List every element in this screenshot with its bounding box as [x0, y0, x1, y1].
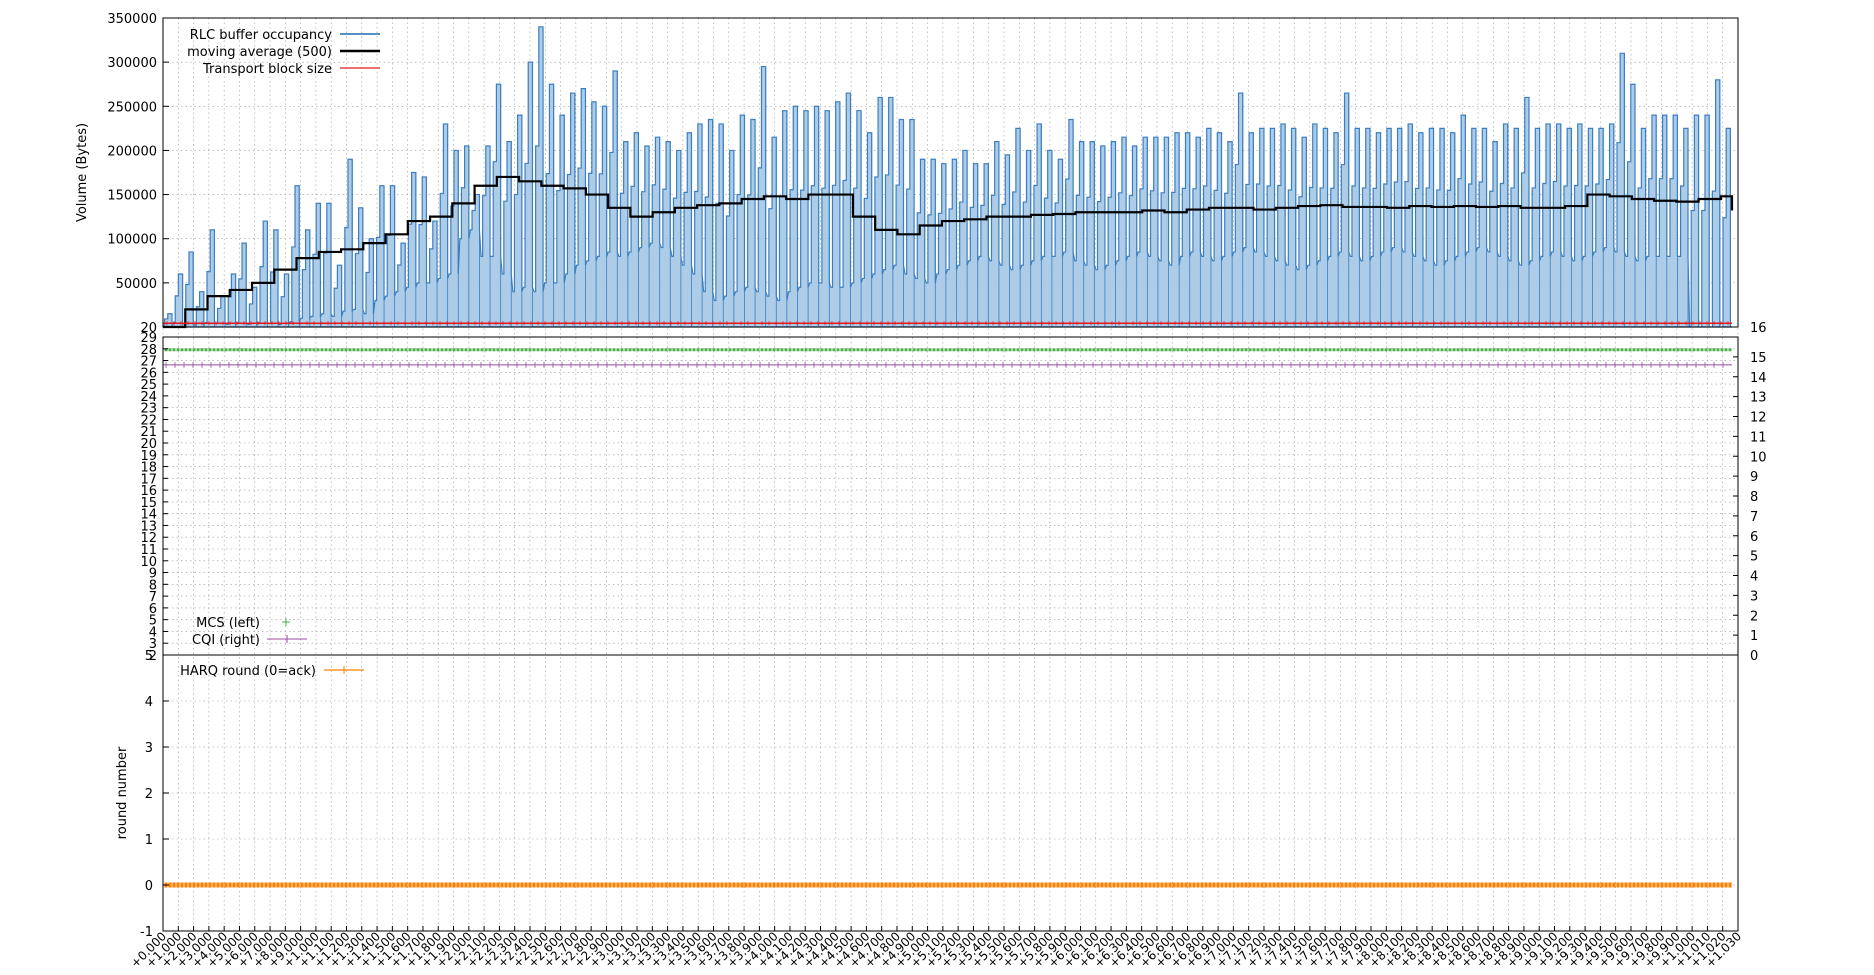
- y-tick-label: 150000: [107, 189, 157, 204]
- legend-label: RLC buffer occupancy: [190, 28, 333, 43]
- mcs-tick-label: 2: [149, 649, 157, 664]
- harq-y-axis-title: round number: [115, 746, 130, 839]
- mcs-tick-label: 14: [140, 508, 157, 523]
- cqi-tick-label: 15: [1750, 351, 1767, 366]
- legend-layer: RLC buffer occupancy moving average (500)…: [180, 28, 380, 679]
- cqi-tick-label: 14: [1750, 371, 1767, 386]
- mcs-tick-label: 27: [140, 355, 157, 370]
- mcs-tick-label: 15: [140, 496, 157, 511]
- cqi-tick-label: 0: [1750, 649, 1758, 664]
- mcs-tick-label: 24: [140, 390, 157, 405]
- harq-tick-label: 0: [145, 879, 153, 894]
- mcs-tick-label: 29: [140, 331, 157, 346]
- mcs-tick-label: 25: [140, 378, 157, 393]
- cqi-tick-label: 7: [1750, 510, 1758, 525]
- cqi-tick-label: 2: [1750, 609, 1758, 624]
- cqi-tick-label: 13: [1750, 391, 1767, 406]
- harq-tick-label: 1: [145, 833, 153, 848]
- cqi-tick-label: 1: [1750, 629, 1758, 644]
- cqi-tick-label: 16: [1750, 321, 1767, 336]
- cqi-tick-label: 12: [1750, 411, 1767, 426]
- mcs-tick-label: 9: [149, 567, 157, 582]
- grid-layer: [162, 17, 1739, 932]
- mcs-tick-label: 5: [149, 614, 157, 629]
- y-tick-label: 50000: [116, 277, 157, 292]
- mcs-tick-label: 6: [149, 602, 157, 617]
- buffer-panel-frame: [162, 17, 1739, 328]
- y-tick-label: 100000: [107, 233, 157, 248]
- cqi-tick-label: 6: [1750, 530, 1758, 545]
- mcs-tick-label: 22: [140, 413, 157, 428]
- cqi-tick-label: 11: [1750, 430, 1767, 445]
- legend-label: Transport block size: [202, 62, 332, 77]
- harq-tick-label: -1: [140, 925, 153, 940]
- y-tick-label: 300000: [107, 56, 157, 71]
- y-tick-label: 350000: [107, 12, 157, 27]
- harq-tick-label: 4: [145, 695, 153, 710]
- legend-label: MCS (left): [196, 616, 260, 631]
- mcs-tick-label: 8: [149, 578, 157, 593]
- legend-label: HARQ round (0=ack): [180, 664, 316, 679]
- harq-tick-label: 2: [145, 787, 153, 802]
- mcs-tick-label: 7: [149, 590, 157, 605]
- mcs-tick-label: 12: [140, 531, 157, 546]
- cqi-tick-label: 9: [1750, 470, 1758, 485]
- mcs-tick-label: 19: [140, 449, 157, 464]
- y-tick-label: 20: [140, 321, 157, 336]
- data-layer: [162, 26, 1734, 888]
- mcs-tick-label: 18: [140, 461, 157, 476]
- mcs-tick-label: 3: [149, 637, 157, 652]
- cqi-tick-label: 10: [1750, 450, 1767, 465]
- rlc-buffer-occupancy-area: [162, 26, 1732, 328]
- mcs-tick-label: 20: [140, 437, 157, 452]
- legend-label: CQI (right): [192, 633, 260, 648]
- harq-tick-label: 3: [145, 741, 153, 756]
- mcs-tick-label: 11: [140, 543, 157, 558]
- legend-label: moving average (500): [187, 45, 332, 60]
- axes-layer: 2050000100000150000200000250000300000350…: [75, 12, 1767, 971]
- cqi-tick-label: 8: [1750, 490, 1758, 505]
- mcs-tick-label: 26: [140, 366, 157, 381]
- mcs-panel-frame: [162, 336, 1739, 656]
- mcs-tick-label: 17: [140, 472, 157, 487]
- cqi-tick-label: 5: [1750, 550, 1758, 565]
- mcs-tick-label: 28: [140, 343, 157, 358]
- buffer-y-axis-title: Volume (Bytes): [75, 123, 90, 222]
- mcs-tick-label: 10: [140, 555, 157, 570]
- mcs-tick-label: 16: [140, 484, 157, 499]
- cqi-tick-label: 3: [1750, 589, 1758, 604]
- y-tick-label: 250000: [107, 100, 157, 115]
- cqi-tick-label: 4: [1750, 570, 1758, 585]
- harq-tick-label: 5: [145, 649, 153, 664]
- moving-average-line: [163, 175, 1734, 329]
- mcs-tick-label: 21: [140, 425, 157, 440]
- y-tick-label: 200000: [107, 144, 157, 159]
- mcs-tick-label: 4: [149, 625, 157, 640]
- mcs-tick-label: 23: [140, 402, 157, 417]
- mcs-tick-label: 13: [140, 519, 157, 534]
